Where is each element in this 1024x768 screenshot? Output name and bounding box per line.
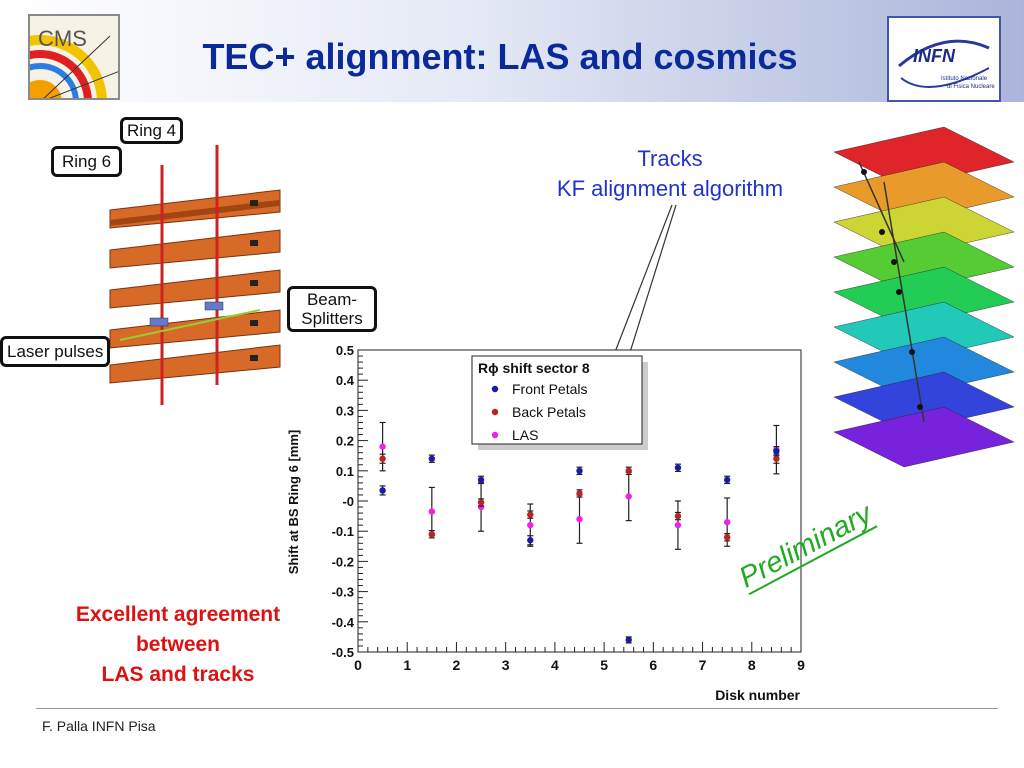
petal-stack-diagram bbox=[109, 145, 281, 405]
y-tick-label: 0.3 bbox=[336, 403, 354, 418]
back-petals-legend-marker bbox=[491, 408, 499, 416]
footer-divider bbox=[36, 708, 998, 709]
y-tick-label: -0.3 bbox=[332, 585, 354, 600]
infn-logo-subtext-1: Istituto Nazionale bbox=[941, 76, 988, 82]
agreement-line-2: between bbox=[135, 633, 221, 656]
shift-chart: 0.5 0.4 0.3 0.2 0.1 -0 -0.1 -0.2 -0.3 -0.4 -0.5 0 1… bbox=[280, 340, 810, 710]
x-tick-label: 5 bbox=[600, 657, 608, 673]
front-petals-legend-marker bbox=[491, 385, 499, 393]
front-petals-point bbox=[527, 537, 534, 544]
cms-logo-text: CMS bbox=[38, 26, 87, 51]
las-point bbox=[576, 515, 583, 523]
back-petals-point bbox=[773, 455, 780, 462]
las-point bbox=[379, 443, 386, 450]
agreement-line-1: Excellent agreement bbox=[75, 603, 281, 626]
y-tick-label: -0.4 bbox=[332, 615, 355, 630]
laser-pulses-label: Laser pulses bbox=[0, 336, 111, 367]
front-petals-point bbox=[379, 487, 386, 494]
slide-header: CMS TEC+ alignment: LAS and cosmics INFN… bbox=[0, 0, 1024, 102]
tracks-annotation: Tracks KF alignment algorithm bbox=[500, 144, 840, 204]
las-point bbox=[625, 493, 632, 500]
back-petals-point bbox=[428, 531, 436, 538]
back-petals-point bbox=[625, 467, 632, 474]
y-tick-label: 0.2 bbox=[336, 434, 354, 449]
x-tick-label: 0 bbox=[354, 657, 362, 673]
back-petals-point bbox=[527, 511, 534, 518]
petal-disks bbox=[109, 145, 281, 405]
agreement-note: Excellent agreement between LAS and trac… bbox=[40, 600, 316, 690]
x-tick-label: 7 bbox=[699, 657, 707, 673]
infn-logo: INFN Istituto Nazionale di Fisica Nuclea… bbox=[887, 16, 1001, 102]
beam-splitters-label: Beam- Splitters bbox=[287, 286, 377, 332]
front-petals-point bbox=[625, 636, 632, 644]
tracks-line-1: Tracks bbox=[637, 146, 703, 171]
y-tick-label: -0.2 bbox=[332, 554, 354, 569]
y-tick-label: 0.5 bbox=[336, 343, 354, 358]
y-tick-label: 0.1 bbox=[336, 464, 354, 479]
tracks-line-2: KF alignment algorithm bbox=[556, 176, 784, 201]
x-axis-ticks: 0 1 2 3 4 5 6 7 8 9 bbox=[354, 642, 805, 673]
back-petals-point bbox=[477, 499, 485, 506]
ring6-label: Ring 6 bbox=[51, 146, 123, 177]
x-tick-label: 6 bbox=[649, 657, 657, 673]
las-legend-marker bbox=[491, 431, 499, 439]
las-point bbox=[428, 508, 436, 515]
cosmics-petal-rendering bbox=[833, 126, 1015, 468]
front-petals-legend-label: Front Petals bbox=[512, 381, 587, 397]
x-tick-label: 1 bbox=[403, 657, 411, 673]
back-petals-point bbox=[379, 455, 386, 462]
x-tick-label: 2 bbox=[453, 657, 461, 673]
slide-title: TEC+ alignment: LAS and cosmics bbox=[202, 36, 798, 77]
chart-legend: Rϕ shift sector 8 Front Petals Back Petal… bbox=[471, 355, 648, 450]
beam-splitters-line-1: Beam- bbox=[306, 290, 358, 309]
footer-text: F. Palla INFN Pisa bbox=[42, 718, 156, 734]
front-petals-point bbox=[674, 464, 682, 471]
las-point bbox=[527, 521, 534, 529]
x-tick-label: 3 bbox=[502, 657, 510, 673]
x-tick-label: 8 bbox=[748, 657, 756, 673]
y-tick-label: -0.5 bbox=[332, 645, 354, 660]
front-petals-point bbox=[773, 447, 780, 455]
las-point bbox=[477, 503, 485, 511]
las-point bbox=[674, 521, 682, 529]
legend-box bbox=[471, 355, 643, 445]
back-petals-legend-label: Back Petals bbox=[512, 404, 586, 420]
infn-logo-text: INFN bbox=[913, 46, 956, 66]
front-petals-point bbox=[428, 455, 436, 462]
y-tick-label: 0.4 bbox=[336, 373, 355, 388]
las-point bbox=[723, 518, 731, 526]
front-petals-point bbox=[576, 467, 583, 474]
shift-chart-svg: 0.5 0.4 0.3 0.2 0.1 -0 -0.1 -0.2 -0.3 -0.4 -0.5 0 1… bbox=[286, 343, 805, 703]
x-tick-label: 9 bbox=[797, 657, 805, 673]
beam-splitters-line-2: Splitters bbox=[301, 309, 363, 328]
y-tick-label: -0.1 bbox=[332, 524, 354, 539]
back-petals-point bbox=[576, 490, 583, 497]
y-axis-ticks: 0.5 0.4 0.3 0.2 0.1 -0 -0.1 -0.2 -0.3 -0.4 -0.5 bbox=[332, 343, 368, 660]
y-axis-label: Shift at BS Ring 6 [mm] bbox=[286, 430, 301, 574]
ring4-label: Ring 4 bbox=[120, 117, 184, 144]
back-petals-point bbox=[674, 512, 682, 520]
back-petals-point bbox=[723, 534, 731, 541]
front-petals-point bbox=[723, 476, 731, 484]
cms-logo: CMS bbox=[28, 14, 120, 100]
x-tick-label: 4 bbox=[551, 657, 559, 673]
infn-logo-subtext-2: di Fisica Nucleare bbox=[947, 84, 995, 90]
y-tick-label: -0 bbox=[342, 494, 354, 509]
front-petals-point bbox=[477, 476, 485, 484]
legend-title: Rϕ shift sector 8 bbox=[478, 360, 590, 376]
agreement-line-3: LAS and tracks bbox=[101, 663, 255, 686]
las-legend-label: LAS bbox=[512, 427, 538, 443]
x-axis-label: Disk number bbox=[715, 687, 800, 703]
data-points bbox=[379, 421, 780, 644]
